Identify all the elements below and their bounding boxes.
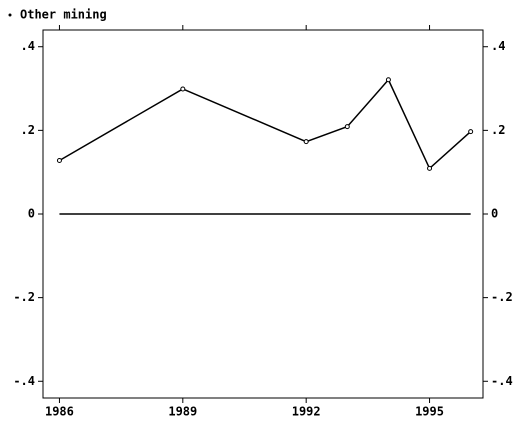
point: [344, 124, 350, 130]
point: [56, 157, 62, 163]
y-tick-label: 0: [491, 207, 498, 221]
y-tick-label: 0: [28, 207, 35, 221]
y-tick-label: .4: [491, 39, 505, 53]
y-tick-label: -.4: [491, 374, 513, 388]
y-tick-label: -.2: [13, 290, 35, 304]
point: [468, 129, 474, 135]
point: [385, 77, 391, 83]
point: [180, 86, 186, 92]
y-tick-label: .2: [491, 123, 505, 137]
point: [427, 165, 433, 171]
x-tick-label: 1992: [292, 405, 321, 419]
y-tick-label: .4: [21, 39, 35, 53]
legend-marker: [8, 13, 12, 17]
y-tick-label: -.2: [491, 290, 513, 304]
x-tick-label: 1989: [168, 405, 197, 419]
x-tick-label: 1995: [415, 405, 444, 419]
legend-label: Other mining: [20, 8, 107, 22]
y-tick-label: -.4: [13, 374, 35, 388]
x-tick-label: 1986: [45, 405, 74, 419]
y-tick-label: .2: [21, 123, 35, 137]
series-line: [59, 78, 472, 170]
point: [303, 139, 309, 145]
